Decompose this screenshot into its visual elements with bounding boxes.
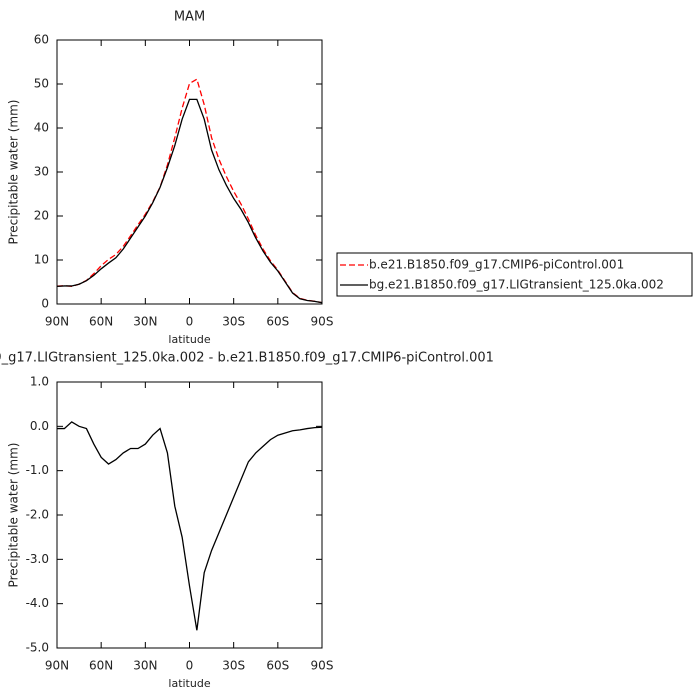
y-tick-label: 60 — [34, 33, 49, 47]
x-tick-label: 30S — [222, 659, 245, 673]
plot-frame — [56, 381, 323, 649]
y-tick-label: 0.0 — [30, 419, 49, 433]
data-line — [56, 98, 323, 304]
data-line — [57, 421, 323, 631]
y-tick-label: -4.0 — [26, 596, 49, 610]
x-tick-label: 90N — [45, 315, 69, 329]
x-tick-label: 30N — [133, 315, 157, 329]
x-tick-label: 30N — [133, 659, 157, 673]
x-tick-label: 0 — [186, 315, 194, 329]
chart-title: bg.e21.B1850.f09_g17.LIGtransient_125.0k… — [0, 351, 494, 366]
x-tick-label: 90S — [311, 659, 334, 673]
y-tick-label: 0 — [41, 297, 49, 311]
x-axis-label: latitude — [168, 677, 210, 690]
y-tick-label: -2.0 — [26, 508, 49, 522]
x-tick-label: 90N — [45, 659, 69, 673]
legend-box — [336, 252, 693, 297]
x-tick-label: 0 — [186, 659, 194, 673]
x-tick-label: 60N — [89, 315, 113, 329]
x-tick-label: 60N — [89, 659, 113, 673]
y-tick-label: 20 — [34, 209, 49, 223]
chart-title: MAM — [174, 10, 205, 25]
y-tick-label: 10 — [34, 253, 49, 267]
x-tick-label: 90S — [311, 315, 334, 329]
y-tick-label: -1.0 — [26, 463, 49, 477]
y-tick-label: 40 — [34, 121, 49, 135]
x-tick-label: 30S — [222, 315, 245, 329]
y-tick-label: -3.0 — [26, 552, 49, 566]
y-axis-label: Precipitable water (mm) — [7, 100, 21, 245]
plot-frame — [56, 39, 323, 305]
x-tick-label: 60S — [266, 659, 289, 673]
y-axis-label: Precipitable water (mm) — [7, 443, 21, 588]
x-tick-label: 60S — [266, 315, 289, 329]
y-tick-label: 1.0 — [30, 375, 49, 389]
y-tick-label: 30 — [34, 165, 49, 179]
x-axis-label: latitude — [168, 333, 210, 346]
y-tick-label: -5.0 — [26, 641, 49, 655]
y-tick-label: 50 — [34, 77, 49, 91]
data-line — [56, 78, 323, 304]
legend-label: bg.e21.B1850.f09_g17.LIGtransient_125.0k… — [369, 278, 664, 292]
legend-label: b.e21.B1850.f09_g17.CMIP6-piControl.001 — [369, 258, 624, 272]
